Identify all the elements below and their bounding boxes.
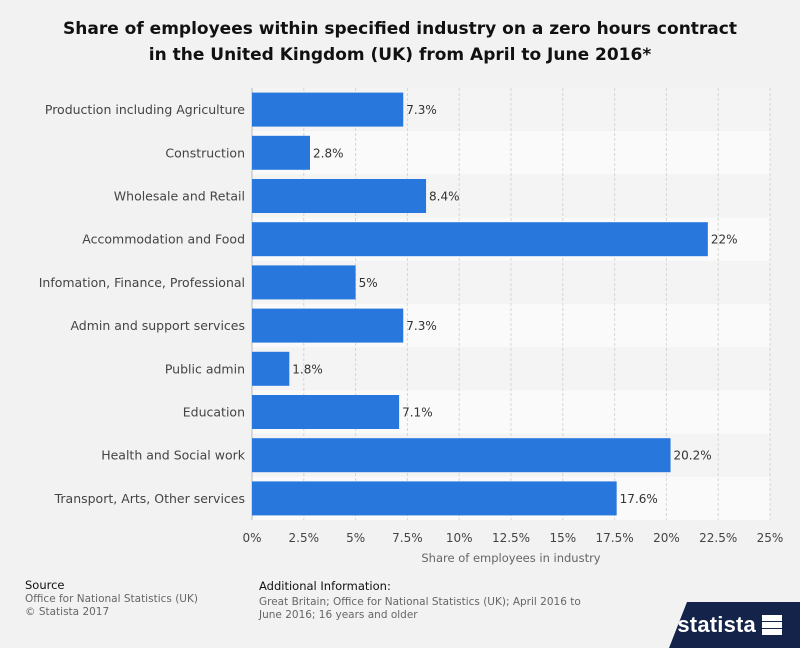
x-tick-label: 10%: [446, 531, 473, 545]
additional-info-block: Additional Information: Great Britain; O…: [259, 580, 589, 622]
category-label: Wholesale and Retail: [114, 189, 245, 204]
additional-info-heading: Additional Information:: [259, 579, 391, 593]
x-tick-label: 22.5%: [699, 531, 737, 545]
x-axis-title: Share of employees in industry: [421, 551, 600, 565]
category-label: Production including Agriculture: [45, 102, 245, 117]
bar: [252, 265, 356, 300]
chart-title-line-2: in the United Kingdom (UK) from April to…: [148, 45, 652, 65]
category-label: Infomation, Finance, Professional: [39, 275, 245, 290]
source-line-2: © Statista 2017: [25, 606, 110, 618]
category-label: Accommodation and Food: [82, 232, 245, 247]
additional-info-text: Great Britain; Office for National Stati…: [259, 596, 581, 621]
data-label: 1.8%: [292, 362, 323, 376]
chart-title-line-1: Share of employees within specified indu…: [63, 19, 737, 39]
category-label: Admin and support services: [70, 318, 245, 333]
x-tick-label: 25%: [757, 531, 784, 545]
bar: [252, 92, 404, 127]
category-label: Transport, Arts, Other services: [54, 491, 245, 506]
chart-title: Share of employees within specified indu…: [0, 16, 800, 68]
source-block: Source Office for National Statistics (U…: [25, 579, 198, 619]
x-tick-label: 7.5%: [392, 531, 423, 545]
data-label: 7.3%: [406, 319, 437, 333]
x-tick-label: 5%: [346, 531, 365, 545]
data-label: 17.6%: [620, 492, 658, 506]
data-label: 5%: [359, 276, 378, 290]
category-label: Education: [183, 405, 245, 420]
x-tick-label: 2.5%: [289, 531, 320, 545]
bar: [252, 308, 404, 343]
statista-logo-text: statista: [677, 612, 756, 637]
statista-logo[interactable]: statista: [669, 602, 800, 648]
bar: [252, 351, 290, 386]
x-tick-label: 0%: [242, 531, 261, 545]
category-label: Public admin: [165, 361, 245, 376]
source-line-1: Office for National Statistics (UK): [25, 593, 198, 605]
x-tick-label: 12.5%: [492, 531, 530, 545]
bar: [252, 395, 400, 429]
bar-chart: 7.3% Production including Agriculture 2.8%…: [39, 88, 784, 565]
statista-flag-icon: [762, 615, 782, 635]
data-label: 7.3%: [406, 103, 437, 117]
bar: [252, 438, 671, 473]
x-tick-label: 17.5%: [596, 531, 634, 545]
x-tick-label: 15%: [549, 531, 576, 545]
data-label: 2.8%: [313, 146, 344, 160]
category-label: Construction: [165, 145, 245, 160]
source-heading: Source: [25, 578, 65, 592]
data-label: 8.4%: [429, 190, 460, 204]
bar: [252, 179, 427, 213]
bar: [252, 135, 311, 170]
data-label: 20.2%: [674, 449, 712, 463]
x-tick-label: 20%: [653, 531, 680, 545]
data-label: 7.1%: [402, 406, 433, 420]
category-label: Health and Social work: [101, 448, 246, 463]
bar: [252, 222, 708, 257]
data-label: 22%: [711, 233, 738, 247]
bar: [252, 481, 617, 516]
